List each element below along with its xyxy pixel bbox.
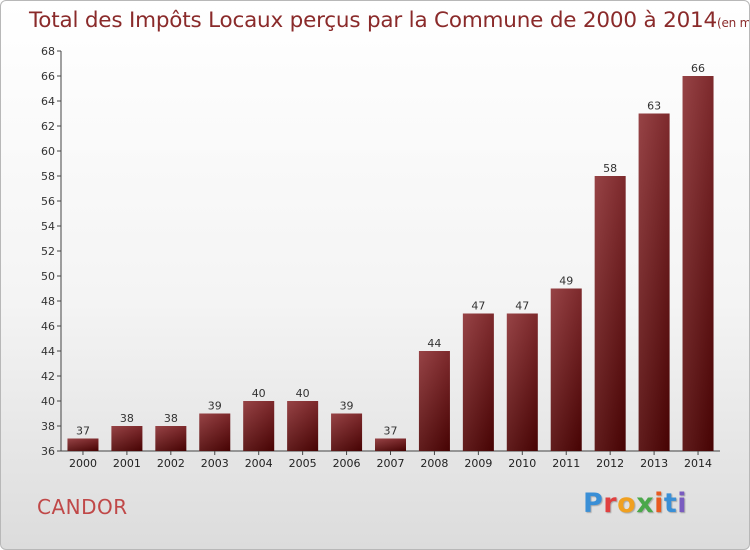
y-tick-label: 52 bbox=[41, 245, 55, 258]
y-tick-label: 48 bbox=[41, 295, 55, 308]
y-tick-label: 56 bbox=[41, 195, 55, 208]
proxiti-logo: Proxiti bbox=[583, 488, 687, 519]
y-tick-label: 44 bbox=[41, 345, 55, 358]
x-tick-label: 2003 bbox=[201, 457, 229, 470]
data-label-2003: 39 bbox=[208, 400, 222, 413]
chart-title: Total des Impôts Locaux perçus par la Co… bbox=[29, 8, 749, 33]
x-axis: 2000 2001 2002 2003 2004 2005 2006 2007 2008 2009… bbox=[61, 450, 720, 470]
y-tick-label: 64 bbox=[41, 95, 55, 108]
x-tick-label: 2013 bbox=[640, 457, 668, 470]
logo-letter: t bbox=[663, 488, 678, 519]
x-tick-label: 2008 bbox=[420, 457, 448, 470]
y-tick-label: 54 bbox=[41, 220, 55, 233]
bar-shade-2001 bbox=[111, 426, 143, 451]
bar-shade-2009 bbox=[462, 313, 494, 451]
y-tick-label: 66 bbox=[41, 70, 55, 83]
logo-letter: r bbox=[603, 488, 618, 519]
bar-shade-2011 bbox=[550, 288, 582, 451]
x-tick-label: 2001 bbox=[113, 457, 141, 470]
logo-letter: i bbox=[654, 488, 664, 519]
x-tick-label: 2007 bbox=[377, 457, 405, 470]
data-label-2001: 38 bbox=[120, 412, 134, 425]
y-tick-label: 46 bbox=[41, 320, 55, 333]
x-tick-label: 2004 bbox=[245, 457, 273, 470]
bar-shade-2013 bbox=[638, 113, 670, 451]
data-label-2011: 49 bbox=[559, 275, 573, 288]
bar-shade-2014 bbox=[682, 76, 714, 451]
data-label-2009: 47 bbox=[471, 300, 485, 313]
x-tick-label: 2006 bbox=[333, 457, 361, 470]
data-label-2006: 39 bbox=[340, 400, 354, 413]
data-label-2005: 40 bbox=[296, 387, 310, 400]
logo-letter: i bbox=[677, 488, 688, 519]
logo-letter: P bbox=[583, 488, 604, 519]
chart-unit: (en milliers d'€) bbox=[717, 16, 749, 30]
bars bbox=[67, 76, 714, 451]
data-label-2000: 37 bbox=[76, 425, 90, 438]
bar-shade-2010 bbox=[506, 313, 538, 451]
logo-letter: o bbox=[617, 488, 637, 519]
y-tick-label: 38 bbox=[41, 420, 55, 433]
x-tick-label: 2014 bbox=[684, 457, 712, 470]
data-label-2013: 63 bbox=[647, 100, 661, 113]
x-tick-label: 2012 bbox=[596, 457, 624, 470]
data-labels: 37 38 38 39 40 40 39 37 44 47 47 49 58 63 66 bbox=[76, 62, 705, 438]
bar-shade-2004 bbox=[243, 401, 275, 451]
x-tick-label: 2000 bbox=[69, 457, 97, 470]
bar-shade-2000 bbox=[67, 438, 99, 451]
y-tick-label: 50 bbox=[41, 270, 55, 283]
bar-shade-2012 bbox=[594, 176, 626, 451]
x-tick-label: 2009 bbox=[464, 457, 492, 470]
chart-title-text: Total des Impôts Locaux perçus par la Co… bbox=[29, 8, 717, 33]
x-tick-label: 2005 bbox=[289, 457, 317, 470]
data-label-2007: 37 bbox=[384, 425, 398, 438]
x-tick-label: 2011 bbox=[552, 457, 580, 470]
y-tick-label: 58 bbox=[41, 170, 55, 183]
y-axis: 36 38 40 42 44 46 48 50 52 54 56 58 60 62 64 66 68 bbox=[41, 45, 62, 458]
data-label-2010: 47 bbox=[515, 300, 529, 313]
data-label-2004: 40 bbox=[252, 387, 266, 400]
bar-shade-2005 bbox=[287, 401, 319, 451]
logo-letter: x bbox=[636, 488, 655, 519]
commune-name: CANDOR bbox=[37, 495, 128, 519]
y-tick-label: 40 bbox=[41, 395, 55, 408]
y-tick-label: 42 bbox=[41, 370, 55, 383]
x-tick-label: 2002 bbox=[157, 457, 185, 470]
data-label-2008: 44 bbox=[427, 337, 441, 350]
data-label-2014: 66 bbox=[691, 62, 705, 75]
x-tick-label: 2010 bbox=[508, 457, 536, 470]
bar-shade-2006 bbox=[331, 413, 363, 451]
bar-shade-2002 bbox=[155, 426, 187, 451]
bar-shade-2003 bbox=[199, 413, 231, 451]
bar-shade-2008 bbox=[418, 351, 450, 451]
bar-shade-2007 bbox=[375, 438, 406, 451]
y-tick-label: 36 bbox=[41, 445, 55, 458]
y-tick-label: 62 bbox=[41, 120, 55, 133]
y-tick-label: 68 bbox=[41, 45, 55, 58]
data-label-2012: 58 bbox=[603, 162, 617, 175]
data-label-2002: 38 bbox=[164, 412, 178, 425]
y-tick-label: 60 bbox=[41, 145, 55, 158]
